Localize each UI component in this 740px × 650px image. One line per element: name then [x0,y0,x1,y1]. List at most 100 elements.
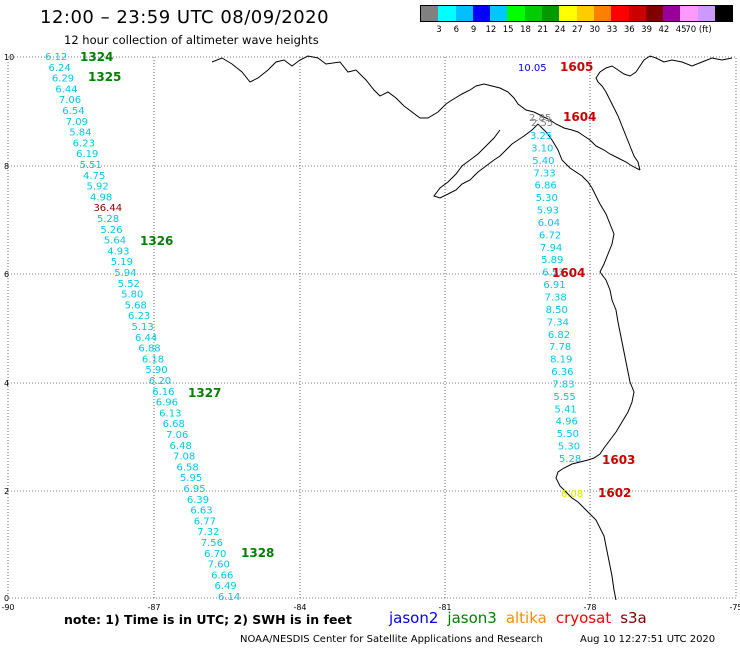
wave-height-value: 6.77 [194,516,216,527]
color-swatch [438,6,456,21]
wave-height-value: 6.95 [183,484,205,495]
color-swatch [576,6,594,21]
wave-height-value: 8.50 [546,305,568,316]
wave-height-value: 6.58 [176,462,198,473]
color-swatch [559,6,577,21]
color-scale-label: 9 [470,25,477,35]
pass-time-label: 1326 [140,234,173,248]
wave-height-value: 6.63 [190,506,212,517]
wave-height-value: 7.06 [166,430,188,441]
pass-time-label: 1327 [188,386,221,400]
color-scale-label: 18 [520,25,531,35]
wave-height-value: 6.19 [76,149,98,160]
wave-height-value: 7.83 [552,379,574,390]
color-swatch [490,6,508,21]
pass-time-label: 1325 [88,70,121,84]
wave-height-value: 5.41 [555,404,577,415]
y-tick-label: 10 [4,53,14,62]
wave-height-value: 7.33 [533,168,555,179]
legend-jason3: jason3 [447,609,497,627]
color-swatch [472,6,491,21]
x-tick-label: -90 [1,603,14,612]
wave-height-value: 6.39 [187,495,209,506]
wave-height-value: 3.10 [531,143,553,154]
wave-height-value: 5.28 [97,214,119,225]
satellite-legend: jason2 jason3 altika cryosat s3a [389,609,656,627]
color-swatch [524,6,543,21]
color-swatch [593,6,612,21]
satellite-track-cryosat-east: 10.052.852.553.253.105.407.336.865.305.9… [518,63,583,500]
wave-height-value: 5.92 [87,182,109,193]
wave-height-value: 4.93 [107,246,129,257]
wave-height-value: 5.40 [532,156,554,167]
color-swatch [645,6,664,21]
legend-jason2: jason2 [389,609,439,627]
wave-height-value: 7.06 [59,95,81,106]
wave-height-value: 5.93 [537,206,559,217]
wave-height-value: 6.04 [538,218,560,229]
wave-height-value: 5.84 [69,128,91,139]
wave-height-value: 6.72 [539,230,561,241]
wave-height-value: 5.51 [80,160,102,171]
wave-height-value: 5.13 [132,322,154,333]
coastline-north [211,55,641,171]
wave-height-value: 4.96 [556,417,578,428]
y-tick-label: 6 [4,270,9,279]
satellite-track-jason3-west: 6.126.246.296.447.066.547.095.846.236.19… [45,52,240,603]
wave-height-value: 5.90 [145,365,167,376]
color-scale-label: 24 [554,25,566,35]
x-tick-label: -84 [293,603,306,612]
wave-height-value: 6.16 [152,387,174,398]
wave-height-value: 6.13 [159,408,181,419]
wave-height-value: 6.91 [543,280,565,291]
wave-height-value: 6.82 [548,330,570,341]
wave-height-value: 6.23 [73,138,95,149]
wave-height-value: 6.24 [48,63,70,74]
color-swatch [542,6,560,21]
y-tick-label: 0 [4,594,9,603]
color-scale-label: 36 [623,25,635,35]
wave-height-value: 6.66 [211,570,233,581]
wave-height-value: 6.08 [561,489,583,500]
wave-height-value: 7.08 [173,452,195,463]
legend-altika: altika [505,609,547,627]
wave-height-value: 6.54 [62,106,84,117]
wave-height-value: 5.64 [104,236,126,247]
wave-height-value: 7.94 [540,243,562,254]
x-tick-label: -78 [583,603,596,612]
color-scale-label: 70 (ft) [685,25,712,35]
coastline-gulf [433,123,539,199]
wave-height-value: 6.68 [163,419,185,430]
wave-height-value: 6.53 [542,268,564,279]
color-swatch [663,6,681,21]
y-tick-label: 8 [4,162,9,171]
wave-height-value: 6.44 [55,84,77,95]
color-scale-label: 42 [658,25,670,35]
wave-height-value: 6.20 [149,376,171,387]
color-swatch [455,6,473,21]
wave-height-value: 6.48 [170,441,192,452]
color-scale-label: 30 [589,25,601,35]
wave-height-value: 6.36 [551,367,573,378]
pass-time-label: 1604 [563,110,596,124]
y-tick-label: 2 [4,487,9,496]
coastline-east [537,123,635,601]
x-tick-label: -87 [147,603,160,612]
x-tick-label: -81 [438,603,451,612]
wave-height-value: 10.05 [518,63,547,74]
wave-height-value: 5.94 [114,268,136,279]
wave-height-value: 2.85 [529,113,551,124]
wave-height-value: 4.98 [90,192,112,203]
lat-lon-grid [7,56,737,599]
color-scale-legend: 3 6 9 12 15 18 21 24 27 30 33 36 39 42 45 70 (ft) [420,5,734,35]
chart-title: 12:00 – 23:59 UTC 08/09/2020 [40,7,330,28]
color-scale-label: 3 [436,25,442,35]
units-note: note: 1) Time is in UTC; 2) SWH is in fe… [64,612,352,627]
pass-time-label: 1604 [552,266,585,280]
pass-time-label: 1602 [598,486,631,500]
color-scale-label: 33 [606,25,618,35]
generation-timestamp: Aug 10 12:27:51 UTC 2020 [580,634,716,645]
wave-height-value: 5.68 [125,300,147,311]
wave-height-value: 6.49 [215,581,237,592]
